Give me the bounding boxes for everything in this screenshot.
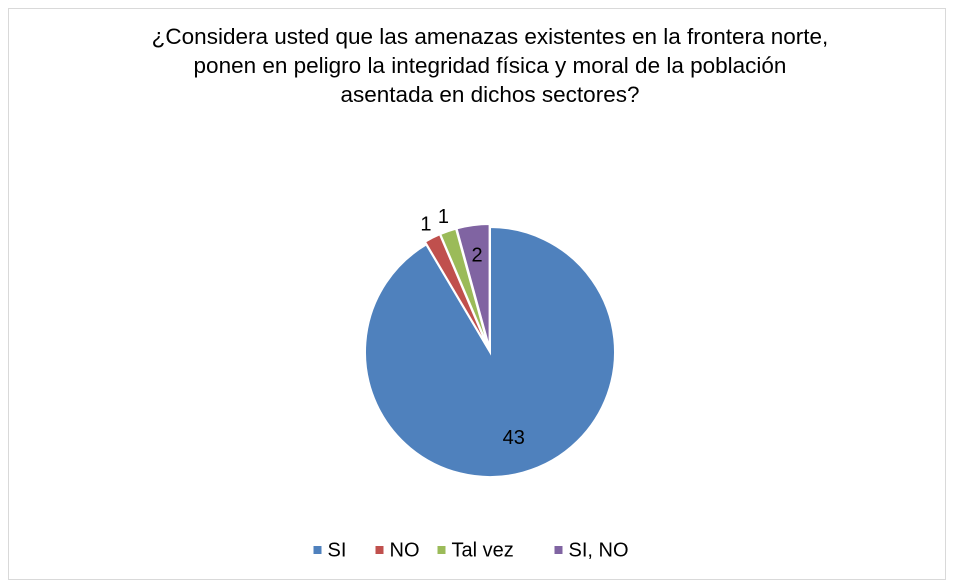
data-label: 1 (438, 206, 449, 228)
legend-label: NO (390, 539, 420, 561)
chart-frame (8, 8, 946, 580)
legend-label: SI (328, 539, 347, 561)
legend-swatch (313, 546, 322, 554)
legend-label: Tal vez (452, 539, 514, 561)
legend-label: SI, NO (569, 539, 629, 561)
data-label: 43 (503, 427, 525, 449)
legend-swatch (554, 546, 563, 554)
data-label: 2 (472, 244, 483, 266)
legend-swatch (375, 546, 384, 554)
pie-slice (455, 223, 491, 350)
pie-slice (364, 225, 616, 478)
data-label: 1 (420, 214, 431, 236)
legend-swatch (437, 546, 446, 554)
chart-title: ¿Considera usted que las amenazas existe… (151, 24, 829, 107)
